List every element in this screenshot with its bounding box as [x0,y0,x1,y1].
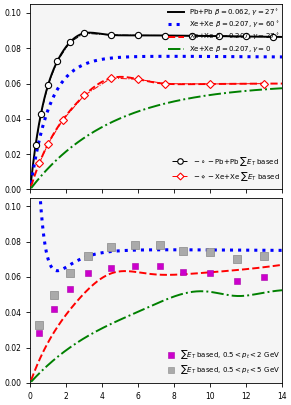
Point [157,263,162,270]
Point [86,270,90,277]
Point [262,253,266,259]
Point [37,330,42,337]
Point [51,305,56,312]
Point [262,274,266,280]
Point [208,249,212,256]
Point [132,242,137,249]
Point [68,270,72,277]
Point [181,269,185,275]
Point [109,244,113,250]
Point [235,277,239,284]
Point [68,286,72,292]
Point [86,253,90,259]
Point [181,247,185,254]
Legend: $\sum E_T$ based, $0.5 < p_t < 2$ GeV, $\sum E_T$ based, $0.5 < p_t < 5$ GeV: $\sum E_T$ based, $0.5 < p_t < 2$ GeV, $… [167,347,281,377]
Point [235,256,239,262]
Point [51,291,56,298]
Legend: $-\circ-$Pb+Pb $\sum E_T$ based, $-\diamond-$Xe+Xe $\sum E_T$ based: $-\circ-$Pb+Pb $\sum E_T$ based, $-\diam… [171,154,281,184]
Point [109,265,113,271]
Point [157,242,162,249]
Point [132,263,137,270]
Point [37,321,42,328]
Point [208,270,212,277]
